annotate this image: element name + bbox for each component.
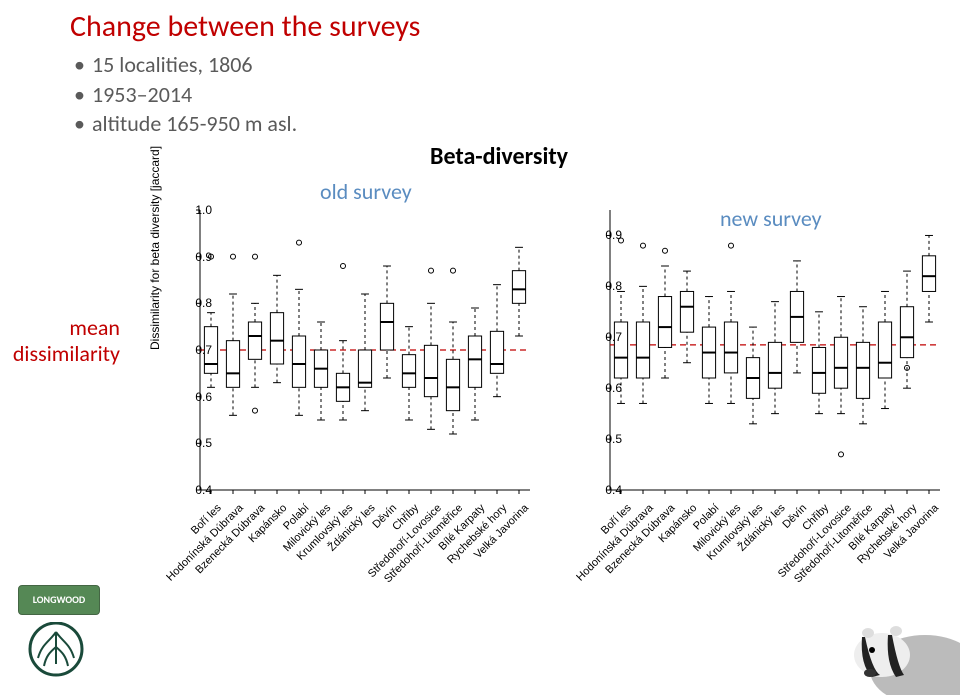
ytick-label: 0.7 (187, 343, 212, 357)
new-boxplot-svg (610, 210, 940, 490)
bullet-2: altitude 165-950 m asl. (92, 110, 297, 137)
longwood-logo: LONGWOOD (18, 585, 100, 615)
ytick-label: 0.9 (597, 228, 622, 242)
beta-diversity-label: Beta-diversity (430, 142, 568, 171)
yaxis-label-old: Dissimilarity for beta diversity [jaccar… (148, 146, 162, 350)
ytick-label: 0.8 (597, 279, 622, 293)
bullets-list: •15 localities, 1806 •1953–2014 •altitud… (74, 50, 297, 139)
xlabels-old: Boří lesHodonínská DúbravaBzenecká Dúbra… (200, 498, 530, 658)
old-survey-plot: Dissimilarity for beta diversity [jaccar… (130, 200, 550, 650)
bullet-0: 15 localities, 1806 (92, 51, 253, 78)
ytick-label: 0.6 (597, 381, 622, 395)
ytick-label: 0.9 (187, 250, 212, 264)
ytick-label: 1.0 (187, 203, 212, 217)
ytick-label: 0.4 (597, 483, 622, 497)
root-logo (24, 622, 89, 677)
slide-title: Change between the surveys (70, 8, 420, 45)
bullet-1: 1953–2014 (92, 81, 192, 108)
ytick-label: 0.5 (187, 436, 212, 450)
mean-dissimilarity-label: mean dissimilarity (5, 315, 120, 368)
old-boxplot-svg (200, 210, 530, 490)
badger-image (810, 595, 960, 695)
ytick-label: 0.4 (187, 483, 212, 497)
ytick-label: 0.5 (597, 432, 622, 446)
ytick-label: 0.8 (187, 296, 212, 310)
ytick-label: 0.7 (597, 330, 622, 344)
new-survey-plot: Boří lesHodonínská DúbravaBzenecká Dúbra… (540, 200, 960, 650)
ytick-label: 0.6 (187, 390, 212, 404)
